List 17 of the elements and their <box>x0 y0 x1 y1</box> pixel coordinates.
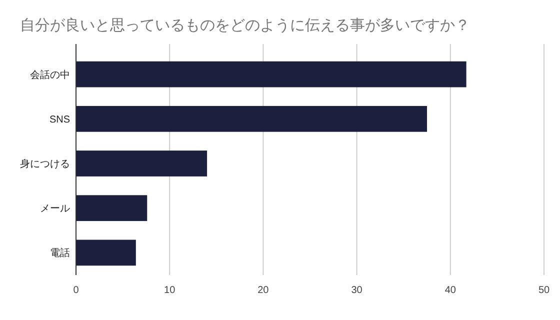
bar <box>76 106 427 132</box>
x-tick-label: 10 <box>164 285 176 296</box>
bar <box>76 240 136 266</box>
y-tick-label: メール <box>40 204 70 215</box>
bar <box>76 150 208 176</box>
y-tick-label: 会話の中 <box>30 68 70 81</box>
bar <box>76 61 466 88</box>
x-tick-label: 40 <box>444 285 456 296</box>
x-tick-label: 20 <box>258 285 270 296</box>
y-tick-label: 身につける <box>20 158 70 170</box>
x-tick-label: 30 <box>351 285 363 296</box>
y-tick-label: 電話 <box>50 247 70 260</box>
x-tick-label: 50 <box>538 285 550 296</box>
y-tick-label: SNS <box>49 114 70 126</box>
chart-title: 自分が良いと思っているものをどのように伝える事が多いですか？ <box>20 17 470 34</box>
x-tick-label: 0 <box>73 285 80 296</box>
bar <box>76 195 148 222</box>
